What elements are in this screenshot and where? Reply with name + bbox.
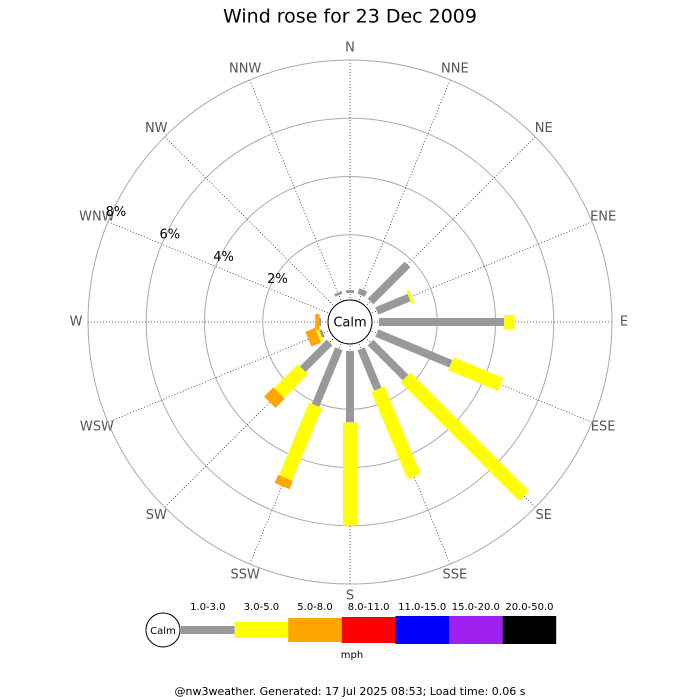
- wind-bar: [371, 386, 421, 480]
- wind-bar: [318, 329, 325, 338]
- legend-swatch: [234, 622, 289, 638]
- wind-bar: [375, 293, 411, 315]
- direction-label: SSE: [442, 568, 467, 583]
- legend-swatch: [449, 616, 503, 644]
- wind-bar: [278, 402, 322, 481]
- ring-label: 2%: [267, 272, 288, 287]
- direction-label: WNW: [79, 210, 115, 225]
- wind-bar: [375, 329, 453, 368]
- legend-swatch: [341, 617, 396, 643]
- legend-label: 11.0-15.0: [398, 602, 446, 613]
- legend-label: 20.0-50.0: [505, 602, 553, 613]
- wind-bar: [315, 327, 324, 342]
- ring-label: 8%: [106, 205, 127, 220]
- direction-label: N: [345, 41, 355, 56]
- wind-bar: [379, 318, 505, 326]
- legend-calm-circle: [145, 612, 181, 648]
- legend-swatch: [502, 616, 557, 644]
- direction-label: W: [70, 315, 83, 330]
- ring: [87, 59, 613, 585]
- wind-bar: [311, 347, 343, 407]
- direction-label: E: [620, 315, 628, 330]
- direction-label: NE: [535, 121, 553, 136]
- wind-bar: [319, 318, 322, 326]
- wind-bar: [504, 315, 515, 329]
- wind-bar: [274, 364, 308, 398]
- direction-label: NW: [145, 121, 168, 136]
- wind-bar: [264, 387, 285, 408]
- wind-bar: [305, 327, 321, 347]
- legend-swatch: [288, 618, 342, 642]
- wind-bar: [400, 372, 529, 501]
- legend-label: 15.0-20.0: [452, 602, 500, 613]
- wind-bar: [346, 351, 354, 423]
- legend-unit: mph: [341, 650, 363, 661]
- direction-label: S: [346, 589, 354, 604]
- direction-label: NNW: [229, 61, 261, 76]
- wind-bar: [346, 290, 354, 293]
- wind-bar: [367, 339, 409, 381]
- wind-bar: [299, 339, 333, 373]
- legend-label: 3.0-5.0: [244, 602, 279, 613]
- wind-bar: [343, 422, 357, 526]
- legend-calm-label: Calm: [150, 626, 176, 637]
- wind-bar: [334, 290, 343, 297]
- legend-label: 8.0-11.0: [348, 602, 390, 613]
- ring-label: 6%: [159, 228, 180, 243]
- wind-bar: [448, 357, 504, 391]
- legend-label: 5.0-8.0: [297, 602, 332, 613]
- direction-label: SW: [146, 508, 167, 523]
- legend-swatch: [181, 626, 235, 634]
- wind-bar: [367, 261, 411, 305]
- direction-label: ENE: [590, 210, 616, 225]
- wind-bar: [274, 474, 293, 490]
- direction-label: NNE: [441, 61, 469, 76]
- wind-bar: [406, 289, 415, 304]
- direction-label: ESE: [591, 419, 616, 434]
- legend-swatch: [395, 616, 449, 644]
- ring-label: 4%: [213, 250, 234, 265]
- calm-circle: [327, 299, 373, 345]
- wind-bar: [315, 314, 320, 330]
- direction-label: SSW: [230, 568, 260, 583]
- footer: @nw3weather. Generated: 17 Jul 2025 08:5…: [175, 685, 526, 698]
- legend-label: 1.0-3.0: [190, 602, 225, 613]
- wind-bar: [357, 347, 382, 391]
- direction-label: WSW: [80, 419, 114, 434]
- chart-title: Wind rose for 23 Dec 2009: [223, 6, 477, 28]
- calm-label: Calm: [333, 316, 366, 331]
- direction-label: SE: [536, 508, 552, 523]
- wind-bar: [357, 288, 368, 297]
